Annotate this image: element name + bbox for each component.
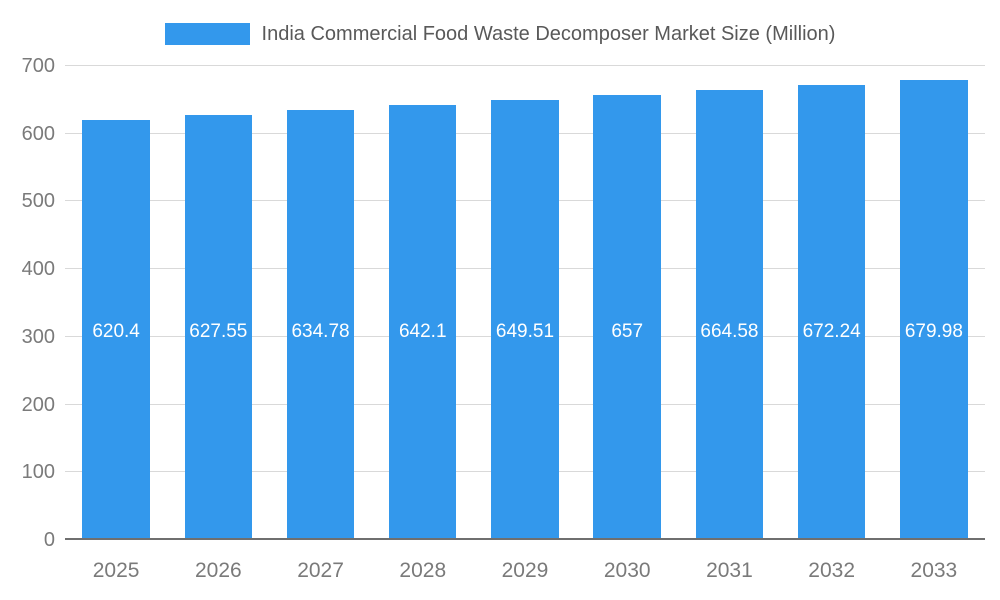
bar-2027 [286, 110, 355, 540]
bar-2032 [797, 84, 866, 540]
gridline [65, 65, 985, 66]
chart-title: India Commercial Food Waste Decomposer M… [261, 22, 836, 45]
bar-2030 [593, 95, 661, 540]
y-tick-label: 100 [21, 461, 55, 484]
x-tick-label: 2033 [910, 559, 958, 582]
bar-value-label: 657 [611, 320, 644, 342]
y-tick-label: 0 [43, 529, 55, 551]
bar-2026 [184, 115, 253, 540]
x-tick-label: 2030 [603, 559, 651, 582]
x-tick-label: 2026 [194, 559, 242, 582]
x-tick-label: 2027 [297, 559, 344, 582]
bar-value-label: 649.51 [495, 320, 555, 342]
x-tick-label: 2029 [501, 559, 549, 582]
x-tick-label: 2028 [399, 559, 447, 582]
plot-area: 620.4 627.55 634.78 642.1 649.51 657 664.58 672… [65, 65, 985, 540]
bar-value-label: 634.78 [291, 320, 350, 342]
y-tick-label: 300 [21, 325, 55, 348]
legend: India Commercial Food Waste Decomposer M… [0, 14, 1000, 54]
y-tick-label: 200 [21, 393, 55, 416]
bar-2033 [900, 79, 968, 540]
bar-value-label: 620.4 [92, 320, 140, 342]
bar-value-label: 672.24 [802, 320, 861, 342]
y-tick-label: 500 [21, 190, 55, 213]
x-tick-label: 2025 [92, 559, 140, 582]
x-axis-baseline [65, 538, 985, 540]
bar-2029 [491, 100, 559, 540]
bar-2031 [695, 89, 764, 540]
x-tick-label: 2031 [706, 559, 753, 582]
y-tick-label: 400 [21, 258, 55, 281]
bar-2025 [82, 119, 150, 540]
y-axis: 0 100 200 300 400 500 600 700 [0, 56, 55, 550]
legend-swatch [164, 23, 250, 45]
bar-value-label: 642.1 [398, 320, 447, 342]
y-tick-label: 600 [21, 122, 55, 145]
bar-value-label: 627.55 [189, 320, 248, 342]
bar-value-label: 664.58 [700, 320, 759, 342]
x-tick-label: 2032 [808, 559, 856, 582]
y-tick-label: 700 [21, 55, 55, 77]
x-axis: 2025 2026 2027 2028 2029 2030 2031 2032 2033 [65, 548, 985, 588]
bar-value-label: 679.98 [904, 320, 963, 342]
bar-2028 [389, 105, 457, 540]
